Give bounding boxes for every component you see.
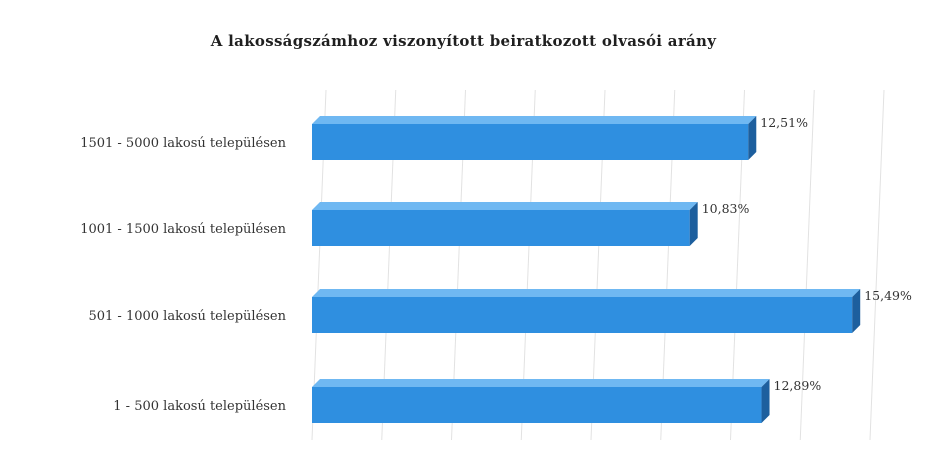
- bar-side-face: [761, 379, 770, 423]
- bar: [312, 210, 690, 246]
- bar-group: [312, 202, 698, 246]
- chart-title: A lakosságszámhoz viszonyított beiratkoz…: [210, 32, 717, 50]
- bar: [312, 387, 762, 423]
- category-label: 501 - 1000 lakosú településen: [88, 309, 286, 324]
- data-label: 12,51%: [760, 115, 808, 130]
- bar-group: [312, 116, 757, 160]
- bar-group: [312, 379, 770, 423]
- bar-top-face: [312, 289, 861, 297]
- bar-group: [312, 289, 861, 333]
- bar-top-face: [312, 379, 770, 387]
- data-label: 10,83%: [702, 201, 750, 216]
- bar-side-face: [748, 116, 757, 160]
- grid-line: [799, 89, 815, 441]
- bar-side-face: [689, 202, 698, 246]
- bar-side-face: [852, 289, 861, 333]
- bar: [312, 124, 749, 160]
- bar-top-face: [312, 116, 757, 124]
- category-label: 1501 - 5000 lakosú településen: [80, 136, 286, 151]
- bar: [312, 297, 853, 333]
- data-label: 12,89%: [774, 378, 822, 393]
- bar-top-face: [312, 202, 698, 210]
- grid-line: [869, 89, 885, 441]
- data-label: 15,49%: [864, 288, 912, 303]
- category-label: 1001 - 1500 lakosú településen: [80, 222, 286, 237]
- category-label: 1 - 500 lakosú településen: [113, 399, 286, 414]
